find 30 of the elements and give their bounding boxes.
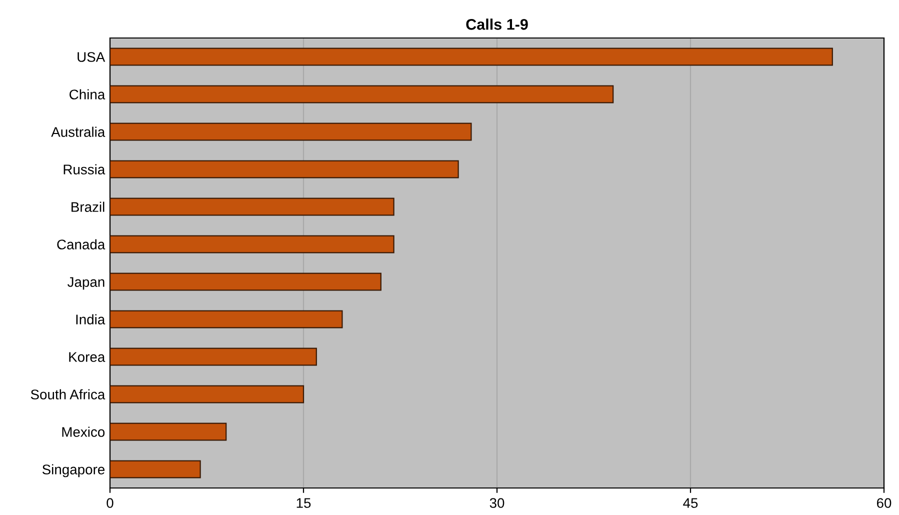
bar (110, 198, 394, 216)
y-tick-label: Australia (51, 126, 106, 137)
x-tick-label: 15 (296, 498, 311, 508)
y-tick-label: Mexico (62, 426, 105, 437)
bar (110, 272, 382, 291)
x-tick-label: 30 (490, 498, 504, 508)
y-tick-label: South Africa (30, 389, 106, 400)
bar (110, 235, 394, 254)
chart-title: Calls 1-9 (466, 18, 528, 30)
bar (110, 310, 343, 328)
y-tick-label: Russia (64, 164, 106, 174)
bar (110, 460, 201, 478)
bar (110, 48, 833, 66)
bar (110, 160, 459, 178)
y-tick-label: Brazil (72, 202, 104, 212)
y-tick-label: USA (78, 52, 106, 62)
x-tick-label: 60 (876, 498, 892, 508)
x-tick-label: 0 (106, 498, 114, 508)
y-tick-label: Korea (69, 352, 106, 362)
bar (110, 348, 317, 366)
x-tick-label: 45 (683, 498, 698, 508)
bar (110, 385, 304, 404)
y-tick-label: India (76, 314, 106, 324)
bar (110, 422, 227, 441)
y-tick-label: Canada (57, 239, 106, 250)
bar (110, 85, 614, 104)
y-tick-label: Japan (68, 277, 104, 290)
y-tick-label: Singapore (42, 464, 105, 478)
y-tick-label: China (70, 89, 106, 100)
bar (110, 122, 472, 141)
